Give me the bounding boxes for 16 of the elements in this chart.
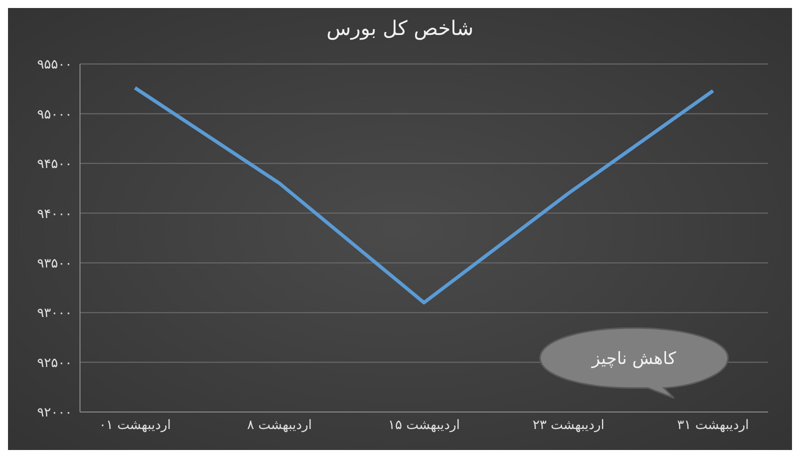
line-series — [133, 86, 715, 304]
chart-title: شاخص کل بورس — [325, 16, 475, 40]
x-tick-label: ۸ اردیبهشت — [247, 418, 312, 434]
y-tick-label: ۹۴۵۰۰ — [37, 157, 72, 172]
y-tick-label: ۹۳۵۰۰ — [37, 256, 72, 272]
y-tick-label: ۹۵۰۰۰ — [37, 107, 72, 122]
y-tick-label: ۹۴۰۰۰ — [37, 206, 72, 222]
x-tick-label: ۱۵ اردیبهشت — [388, 418, 460, 434]
y-tick-label: ۹۲۵۰۰ — [37, 356, 72, 371]
x-tick-label: ۰۱ اردیبهشت — [99, 418, 171, 434]
y-tick-label: ۹۳۰۰۰ — [37, 306, 72, 322]
y-tick-label: ۹۵۵۰۰ — [37, 58, 72, 73]
x-tick-label: ۲۳ اردیبهشت — [532, 418, 604, 434]
annotation: کاهش ناچیز — [590, 349, 678, 369]
y-tick-label: ۹۲۰۰۰ — [37, 406, 72, 421]
x-tick-label: ۳۱ اردیبهشت — [677, 418, 749, 434]
